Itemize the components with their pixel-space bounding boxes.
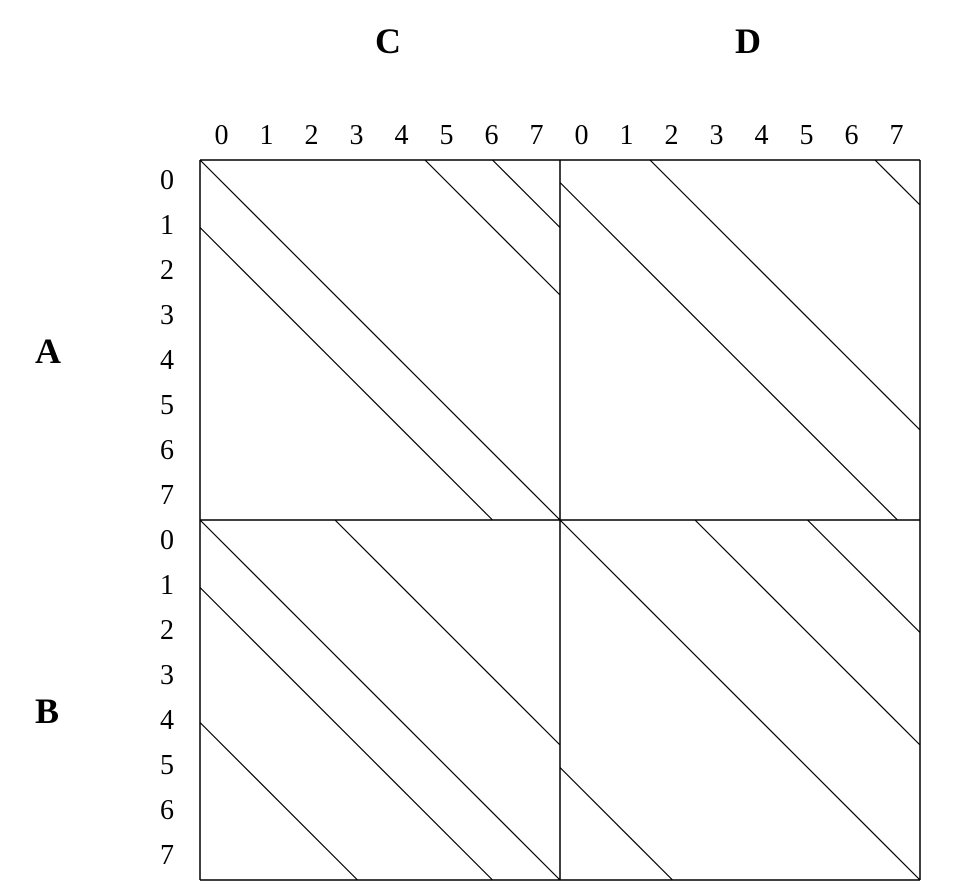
- col-index: 4: [395, 120, 409, 152]
- col-index: 5: [440, 120, 454, 152]
- col-index: 6: [845, 120, 859, 152]
- col-index: 0: [215, 120, 229, 152]
- col-index: 3: [350, 120, 364, 152]
- label-D: D: [735, 20, 761, 62]
- row-index: 2: [160, 255, 174, 287]
- row-index: 5: [160, 390, 174, 422]
- diagram-container: C D A B 01234567012345670123456701234567: [0, 0, 955, 886]
- row-index: 3: [160, 300, 174, 332]
- col-index: 0: [575, 120, 589, 152]
- col-index: 7: [530, 120, 544, 152]
- row-index: 6: [160, 435, 174, 467]
- label-B: B: [35, 690, 59, 732]
- row-index: 4: [160, 345, 174, 377]
- row-index: 7: [160, 840, 174, 872]
- col-index: 1: [260, 120, 274, 152]
- col-index: 1: [620, 120, 634, 152]
- row-index: 5: [160, 750, 174, 782]
- col-index: 4: [755, 120, 769, 152]
- col-index: 6: [485, 120, 499, 152]
- row-index: 0: [160, 525, 174, 557]
- row-index: 1: [160, 210, 174, 242]
- label-A: A: [35, 330, 61, 372]
- col-index: 5: [800, 120, 814, 152]
- col-index: 2: [665, 120, 679, 152]
- row-index: 4: [160, 705, 174, 737]
- col-index: 7: [890, 120, 904, 152]
- row-index: 1: [160, 570, 174, 602]
- label-C: C: [375, 20, 401, 62]
- row-index: 0: [160, 165, 174, 197]
- row-index: 2: [160, 615, 174, 647]
- row-index: 7: [160, 480, 174, 512]
- row-index: 3: [160, 660, 174, 692]
- row-index: 6: [160, 795, 174, 827]
- matrix-grid: [199, 159, 923, 883]
- col-index: 3: [710, 120, 724, 152]
- col-index: 2: [305, 120, 319, 152]
